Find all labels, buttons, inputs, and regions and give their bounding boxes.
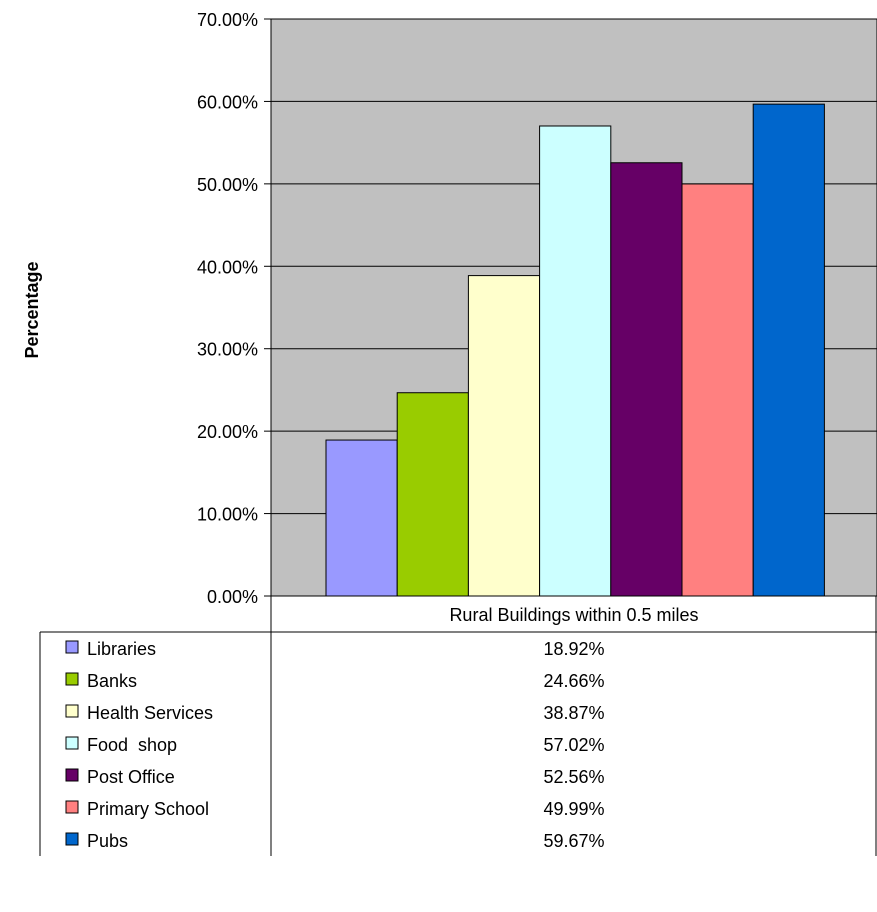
legend-label: Health Services bbox=[87, 703, 213, 723]
legend-label: Food shop bbox=[87, 735, 177, 755]
legend-swatch bbox=[65, 736, 79, 750]
legend-swatch bbox=[65, 672, 79, 686]
legend-label: Pubs bbox=[87, 831, 128, 851]
bar-post-office bbox=[610, 162, 683, 597]
y-axis-label: Percentage bbox=[22, 261, 42, 358]
y-tick-label: 60.00% bbox=[197, 92, 258, 112]
data-label: 38.87% bbox=[543, 703, 604, 723]
bar-health-services bbox=[467, 275, 541, 597]
data-label: 24.66% bbox=[543, 671, 604, 691]
legend-label: Banks bbox=[87, 671, 137, 691]
legend-label: Libraries bbox=[87, 639, 156, 659]
y-axis: 0.00% 10.00% 20.00% 30.00% 40.00% 50.00% 60.00… bbox=[197, 10, 272, 607]
table-category-header: Rural Buildings within 0.5 miles bbox=[449, 605, 698, 625]
bar-primary-school bbox=[681, 183, 754, 597]
bar-pubs bbox=[752, 103, 825, 597]
y-tick-label: 0.00% bbox=[207, 587, 258, 607]
legend-swatch bbox=[65, 704, 79, 718]
data-label: 52.56% bbox=[543, 767, 604, 787]
data-table: Rural Buildings within 0.5 miles Librarie… bbox=[39, 595, 877, 856]
legend-label: Post Office bbox=[87, 767, 175, 787]
bar-banks bbox=[396, 392, 469, 597]
bar-libraries bbox=[325, 439, 398, 597]
y-tick-label: 40.00% bbox=[197, 257, 258, 277]
bar-food-shop bbox=[539, 125, 612, 597]
y-tick-label: 30.00% bbox=[197, 340, 258, 360]
legend-swatch bbox=[65, 768, 79, 782]
data-label: 57.02% bbox=[543, 735, 604, 755]
y-tick-label: 70.00% bbox=[197, 10, 258, 30]
data-label: 18.92% bbox=[543, 639, 604, 659]
legend-swatch bbox=[65, 640, 79, 654]
y-tick-label: 10.00% bbox=[197, 505, 258, 525]
y-tick-label: 50.00% bbox=[197, 175, 258, 195]
legend-label: Primary School bbox=[87, 799, 209, 819]
y-tick-label: 20.00% bbox=[197, 422, 258, 442]
data-label: 59.67% bbox=[543, 831, 604, 851]
legend-swatch bbox=[65, 832, 79, 846]
data-label: 49.99% bbox=[543, 799, 604, 819]
bars bbox=[325, 103, 825, 597]
legend-swatch bbox=[65, 800, 79, 814]
